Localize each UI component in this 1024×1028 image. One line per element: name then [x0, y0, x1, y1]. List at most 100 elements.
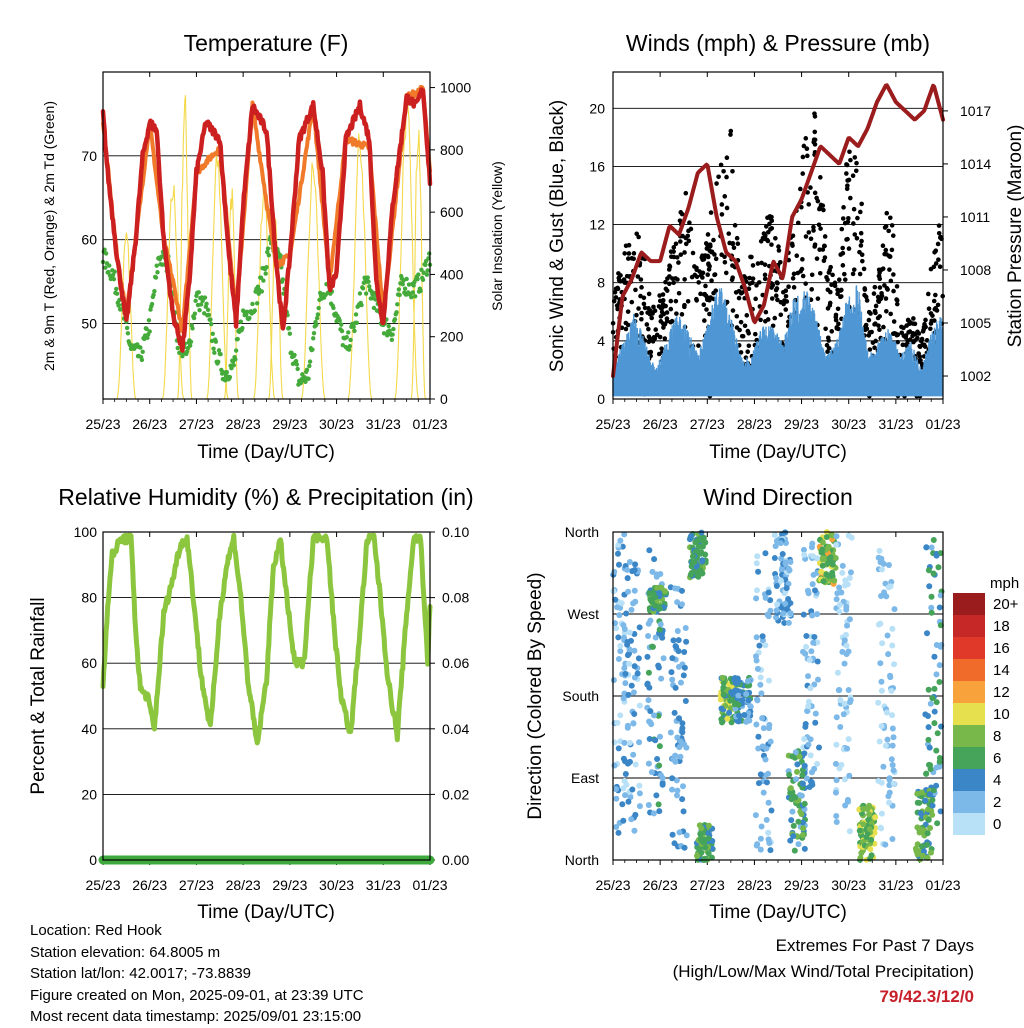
station-info: Location: Red Hook Station elevation: 64…	[30, 920, 364, 1028]
direction-point	[832, 789, 839, 796]
direction-point	[914, 790, 921, 797]
gust-point	[689, 274, 695, 280]
direction-point	[745, 697, 752, 704]
wind-xtick-label: 25/23	[595, 416, 630, 432]
gust-point	[738, 319, 744, 325]
dewpoint-point	[231, 363, 236, 368]
gust-point	[663, 279, 668, 285]
gust-point	[803, 281, 808, 286]
gust-point	[723, 270, 729, 276]
legend-swatch	[953, 637, 985, 659]
direction-point	[867, 855, 874, 862]
gust-point	[789, 241, 795, 247]
direction-point	[673, 792, 680, 799]
dewpoint-point	[266, 253, 272, 258]
direction-point	[675, 637, 682, 644]
dewpoint-point	[188, 343, 193, 348]
direction-point	[613, 823, 620, 830]
direction-point	[757, 681, 764, 688]
gust-point	[649, 315, 655, 321]
direction-point	[801, 800, 808, 807]
dewpoint-point	[353, 312, 359, 317]
direction-point	[624, 760, 631, 767]
gust-point	[732, 223, 738, 228]
direction-point	[844, 622, 851, 629]
gust-point	[647, 311, 653, 317]
direction-point	[631, 630, 638, 637]
gust-point	[711, 237, 716, 243]
gust-point	[707, 297, 712, 303]
gust-point	[930, 313, 935, 318]
direction-point	[695, 548, 702, 555]
legend-swatch	[953, 593, 985, 615]
gust-point	[708, 243, 713, 249]
gust-point	[881, 324, 886, 330]
gust-point	[724, 205, 730, 211]
gust-point	[847, 149, 852, 155]
gust-point	[872, 322, 877, 327]
direction-point	[833, 819, 840, 826]
gust-point	[638, 293, 643, 299]
direction-point	[624, 641, 631, 648]
dewpoint-point	[307, 363, 312, 369]
direction-point	[919, 843, 926, 850]
direction-point	[878, 723, 885, 730]
legend-label: 6	[993, 750, 1001, 767]
dewpoint-point	[238, 319, 244, 324]
direction-point	[912, 845, 919, 852]
direction-point	[771, 555, 778, 562]
direction-point	[754, 697, 761, 704]
direction-point	[688, 569, 695, 576]
dewpoint-point	[149, 301, 155, 307]
gust-point	[812, 244, 817, 249]
direction-point	[845, 648, 852, 655]
direction-point	[933, 552, 940, 559]
dir-ytick-label: West	[567, 606, 599, 622]
dewpoint-point	[140, 349, 145, 355]
gust-point	[855, 215, 860, 221]
gust-point	[745, 349, 750, 355]
direction-point	[884, 632, 891, 639]
direction-point	[787, 837, 794, 844]
gust-point	[933, 305, 938, 311]
temp-xtick-label: 31/23	[366, 416, 401, 432]
wind-xtick-label: 30/23	[831, 416, 866, 432]
direction-point	[924, 830, 931, 837]
gust-point	[912, 331, 918, 337]
gust-point	[687, 220, 692, 226]
gust-point	[738, 350, 744, 355]
direction-point	[615, 634, 622, 641]
direction-point	[934, 820, 941, 827]
direction-point	[767, 597, 774, 604]
direction-point	[843, 603, 850, 610]
direction-point	[818, 568, 825, 575]
gust-point	[866, 333, 872, 338]
direction-point	[765, 770, 772, 777]
gust-point	[894, 298, 900, 303]
direction-point	[682, 698, 689, 705]
direction-point	[794, 768, 801, 775]
direction-point	[837, 724, 844, 731]
direction-point	[842, 577, 849, 584]
gust-point	[829, 329, 835, 334]
dewpoint-point	[292, 352, 297, 358]
direction-point	[924, 841, 931, 848]
gust-point	[623, 320, 629, 326]
direction-point	[678, 601, 685, 608]
direction-point	[759, 715, 766, 722]
direction-point	[780, 610, 787, 617]
dewpoint-point	[250, 301, 255, 307]
gust-point	[860, 258, 865, 264]
dewpoint-point	[411, 283, 416, 288]
pressure-ytick-label: 1017	[960, 103, 991, 119]
dewpoint-point	[196, 290, 201, 295]
dewpoint-point	[263, 271, 268, 276]
direction-point	[835, 687, 842, 694]
legend-label: 20+	[993, 596, 1019, 613]
gust-point	[641, 301, 647, 307]
direction-point	[871, 829, 878, 836]
humidity-title: Relative Humidity (%) & Precipitation (i…	[58, 484, 473, 510]
direction-point	[785, 595, 792, 602]
dewpoint-point	[360, 286, 366, 291]
gust-point	[694, 274, 700, 280]
